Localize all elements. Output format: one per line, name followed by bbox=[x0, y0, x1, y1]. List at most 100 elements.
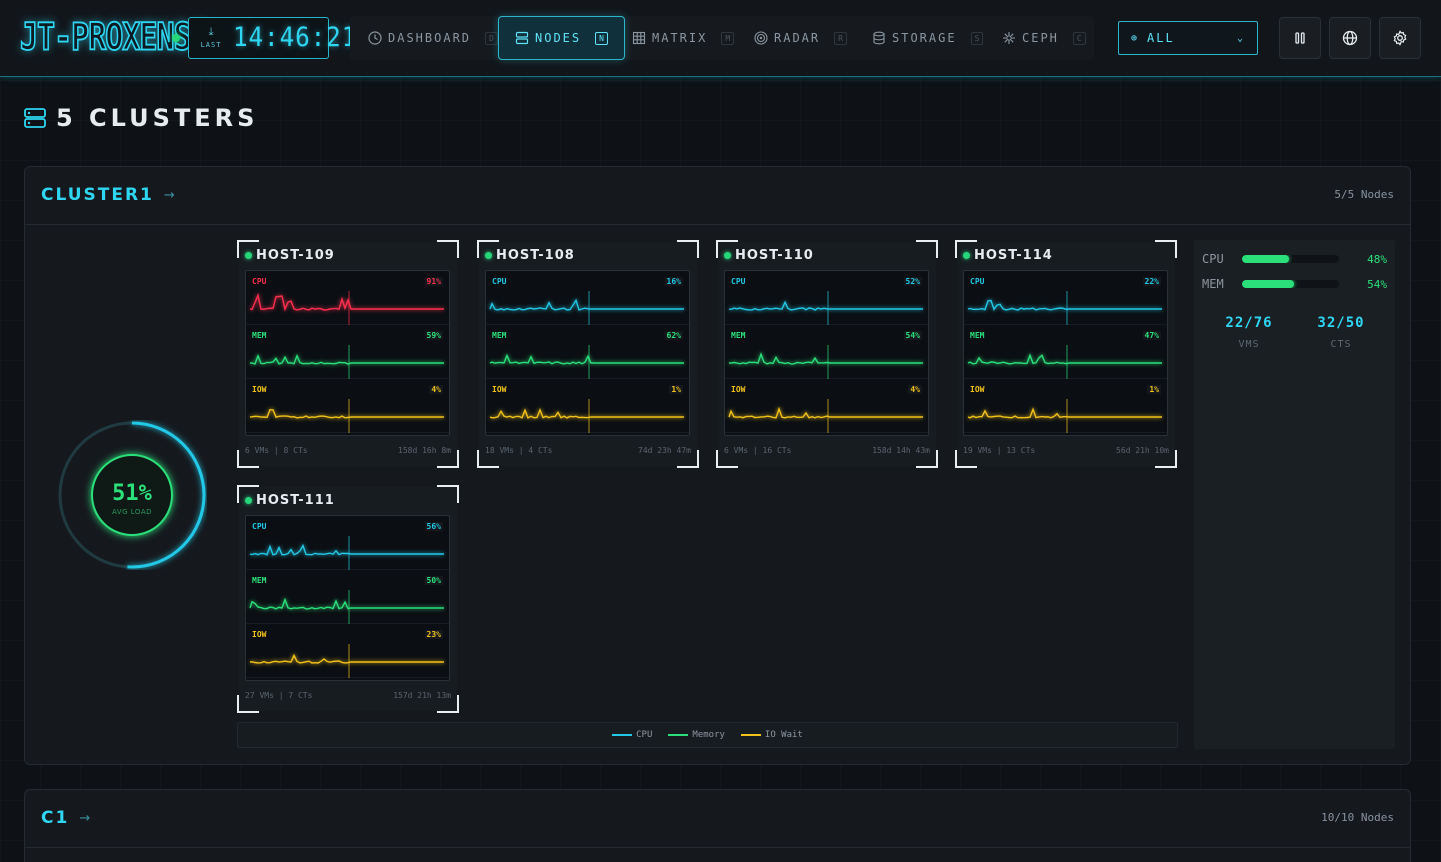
cluster-filter-value: ALL bbox=[1147, 31, 1175, 45]
host-mem-pct: 47% bbox=[1142, 331, 1161, 340]
host-mem-pct: 50% bbox=[424, 576, 443, 585]
host-guest-count: 27 VMs | 7 CTs bbox=[245, 691, 313, 700]
host-sparklines: CPU 91% MEM 59% IOW 4% bbox=[245, 270, 450, 436]
cluster-header-c1: C1 → 10/10 Nodes bbox=[25, 790, 1410, 848]
host-uptime: 74d 23h 47m bbox=[638, 446, 691, 455]
summary-mem-row: MEM 54% bbox=[1202, 277, 1387, 291]
settings-button[interactable] bbox=[1379, 17, 1421, 59]
host-mem-row: MEM 47% bbox=[964, 325, 1167, 379]
host-cpu-pct: 56% bbox=[424, 522, 443, 531]
host-footer: 27 VMs | 7 CTs 157d 21h 13m bbox=[245, 691, 451, 700]
summary-cpu-row: CPU 48% bbox=[1202, 252, 1387, 266]
host-iow-sparkline bbox=[967, 399, 1162, 433]
pause-button[interactable] bbox=[1279, 17, 1321, 59]
host-cpu-sparkline bbox=[249, 291, 444, 325]
tab-matrix-label: MATRIX bbox=[652, 31, 708, 45]
host-card[interactable]: HOST-109 CPU 91% MEM 59% IOW 4% 6 VMs | 8 CTs 15… bbox=[237, 240, 459, 468]
summary-mem-pct: 54% bbox=[1367, 277, 1387, 291]
legend-cpu: CPU bbox=[612, 730, 652, 740]
cluster-node-count: 5/5 Nodes bbox=[1334, 188, 1394, 201]
host-mem-label: MEM bbox=[970, 331, 985, 340]
cluster-name-link-c1[interactable]: C1 → bbox=[41, 808, 92, 828]
legend-memory-label: Memory bbox=[692, 730, 725, 740]
tab-ceph[interactable]: CEPH C bbox=[1002, 16, 1086, 60]
summary-cpu-pct: 48% bbox=[1367, 252, 1387, 266]
host-guest-count: 18 VMs | 4 CTs bbox=[485, 446, 553, 455]
cluster-panel-c1: C1 → 10/10 Nodes bbox=[24, 789, 1411, 862]
host-mem-label: MEM bbox=[252, 331, 267, 340]
host-cpu-sparkline bbox=[489, 291, 684, 325]
host-cpu-row: CPU 22% bbox=[964, 271, 1167, 325]
host-cpu-row: CPU 56% bbox=[246, 516, 449, 570]
tab-nodes[interactable]: NODES N bbox=[498, 16, 625, 60]
legend-iowait: IO Wait bbox=[740, 730, 803, 740]
host-mem-row: MEM 62% bbox=[486, 325, 689, 379]
host-iow-pct: 4% bbox=[429, 385, 443, 394]
tab-matrix-key: M bbox=[721, 31, 735, 45]
host-footer: 19 VMs | 13 CTs 56d 21h 10m bbox=[963, 446, 1169, 455]
cluster-name-link[interactable]: CLUSTER1 → bbox=[41, 185, 177, 205]
host-cpu-sparkline bbox=[967, 291, 1162, 325]
host-card[interactable]: HOST-114 CPU 22% MEM 47% IOW 1% 19 VMs | 13 CTs… bbox=[955, 240, 1177, 468]
summary-cpu-fill bbox=[1242, 255, 1289, 263]
host-iow-pct: 4% bbox=[908, 385, 922, 394]
summary-vms-label: VMS bbox=[1238, 339, 1260, 350]
host-iow-sparkline bbox=[249, 644, 444, 678]
host-status-dot bbox=[245, 252, 252, 259]
host-cpu-pct: 22% bbox=[1142, 277, 1161, 286]
host-iow-sparkline bbox=[489, 399, 684, 433]
host-uptime: 56d 21h 10m bbox=[1116, 446, 1169, 455]
server-icon bbox=[515, 31, 529, 45]
host-cpu-pct: 52% bbox=[903, 277, 922, 286]
summary-vms: 22/76 VMS bbox=[1204, 315, 1294, 350]
host-mem-pct: 59% bbox=[424, 331, 443, 340]
host-iow-sparkline bbox=[249, 399, 444, 433]
tab-dashboard[interactable]: DASHBOARD D bbox=[368, 16, 498, 60]
last-update-clock[interactable]: ⤓ LAST 14:46:21 bbox=[188, 17, 356, 59]
host-iow-row: IOW 4% bbox=[246, 379, 449, 433]
host-iow-pct: 1% bbox=[1147, 385, 1161, 394]
host-status-dot bbox=[724, 252, 731, 259]
summary-mem-fill bbox=[1242, 280, 1295, 288]
language-button[interactable] bbox=[1329, 17, 1371, 59]
host-guest-count: 19 VMs | 13 CTs bbox=[963, 446, 1036, 455]
host-cpu-row: CPU 52% bbox=[725, 271, 928, 325]
tab-radar[interactable]: RADAR R bbox=[754, 16, 847, 60]
host-sparklines: CPU 52% MEM 54% IOW 4% bbox=[724, 270, 929, 436]
cluster-panel: CLUSTER1 → 5/5 Nodes 51% AVG LOAD HOST-1… bbox=[24, 166, 1411, 765]
tab-matrix[interactable]: MATRIX M bbox=[632, 16, 735, 60]
host-iow-label: IOW bbox=[252, 630, 267, 639]
server-stack-icon bbox=[24, 108, 46, 128]
summary-cts-value: 32/50 bbox=[1317, 315, 1365, 331]
host-cpu-sparkline bbox=[728, 291, 923, 325]
live-status-dot bbox=[172, 34, 180, 42]
tab-storage[interactable]: STORAGE S bbox=[872, 16, 984, 60]
avg-load-value: 51% bbox=[112, 481, 152, 506]
main-nav: DASHBOARD D NODES N MATRIX M RADAR R STO… bbox=[350, 16, 1094, 60]
summary-vms-value: 22/76 bbox=[1225, 315, 1273, 331]
host-mem-label: MEM bbox=[492, 331, 507, 340]
summary-cts-label: CTS bbox=[1330, 339, 1352, 350]
tab-ceph-label: CEPH bbox=[1022, 31, 1059, 45]
host-mem-label: MEM bbox=[731, 331, 746, 340]
tab-nodes-label: NODES bbox=[535, 31, 582, 45]
host-iow-label: IOW bbox=[492, 385, 507, 394]
host-card[interactable]: HOST-110 CPU 52% MEM 54% IOW 4% 6 VMs | 16 CTs 1… bbox=[716, 240, 938, 468]
host-guest-count: 6 VMs | 8 CTs bbox=[245, 446, 308, 455]
gear-icon bbox=[1393, 30, 1407, 46]
filter-globe-icon: ⊕ bbox=[1131, 32, 1140, 44]
tab-storage-key: S bbox=[970, 31, 984, 45]
summary-cpu-bar bbox=[1242, 255, 1339, 263]
host-cpu-row: CPU 16% bbox=[486, 271, 689, 325]
ceph-icon bbox=[1003, 32, 1015, 44]
host-title: HOST-111 bbox=[245, 493, 335, 508]
host-uptime: 158d 16h 8m bbox=[398, 446, 451, 455]
host-card[interactable]: HOST-111 CPU 56% MEM 50% IOW 23% 27 VMs | 7 CTs… bbox=[237, 485, 459, 713]
host-title: HOST-108 bbox=[485, 248, 575, 263]
host-iow-pct: 23% bbox=[424, 630, 443, 639]
host-iow-row: IOW 1% bbox=[486, 379, 689, 433]
cluster-filter-select[interactable]: ⊕ ALL ⌄ bbox=[1118, 21, 1258, 55]
host-card[interactable]: HOST-108 CPU 16% MEM 62% IOW 1% 18 VMs | 4 CTs 7… bbox=[477, 240, 699, 468]
host-cpu-label: CPU bbox=[252, 522, 267, 531]
tab-storage-label: STORAGE bbox=[892, 31, 957, 45]
